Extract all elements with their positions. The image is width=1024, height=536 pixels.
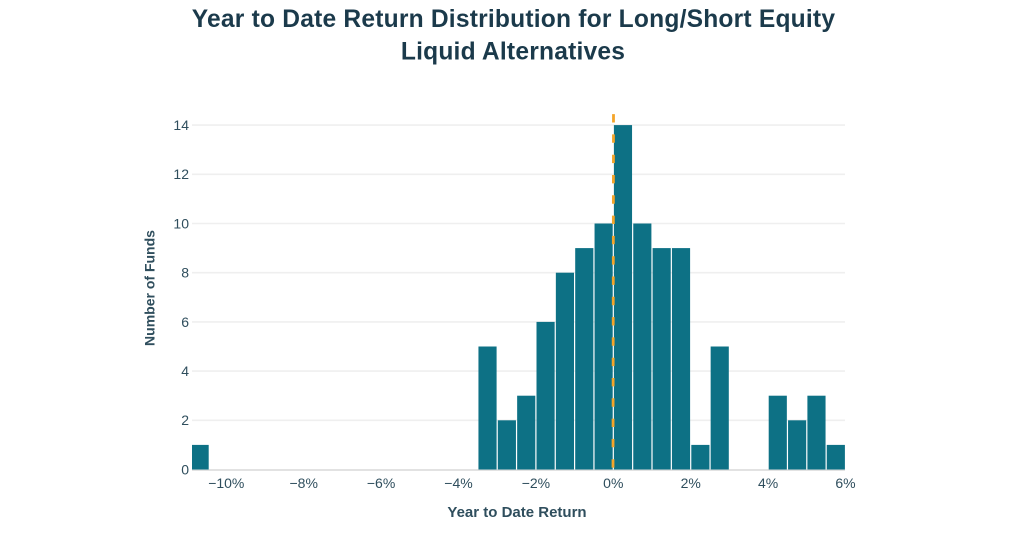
svg-text:12: 12 — [173, 166, 189, 182]
svg-text:2: 2 — [181, 412, 189, 428]
svg-text:0: 0 — [181, 461, 189, 477]
svg-text:−10%: −10% — [208, 475, 244, 491]
svg-text:0%: 0% — [603, 475, 623, 491]
svg-text:10: 10 — [173, 215, 189, 231]
svg-text:Year to Date Return: Year to Date Return — [447, 504, 586, 521]
svg-text:4: 4 — [181, 363, 189, 379]
svg-text:−6%: −6% — [367, 475, 395, 491]
svg-text:−8%: −8% — [289, 475, 317, 491]
svg-text:−4%: −4% — [444, 475, 472, 491]
svg-text:Year to Date Return Distributi: Year to Date Return Distribution for Lon… — [192, 6, 836, 33]
svg-text:6: 6 — [181, 314, 189, 330]
svg-text:−2%: −2% — [522, 475, 550, 491]
svg-text:4%: 4% — [758, 475, 778, 491]
svg-text:Liquid Alternatives: Liquid Alternatives — [401, 38, 625, 65]
svg-text:2%: 2% — [681, 475, 701, 491]
svg-text:Number of Funds: Number of Funds — [142, 230, 158, 346]
svg-text:8: 8 — [181, 265, 189, 281]
svg-text:14: 14 — [173, 117, 189, 133]
svg-text:6%: 6% — [835, 475, 855, 491]
